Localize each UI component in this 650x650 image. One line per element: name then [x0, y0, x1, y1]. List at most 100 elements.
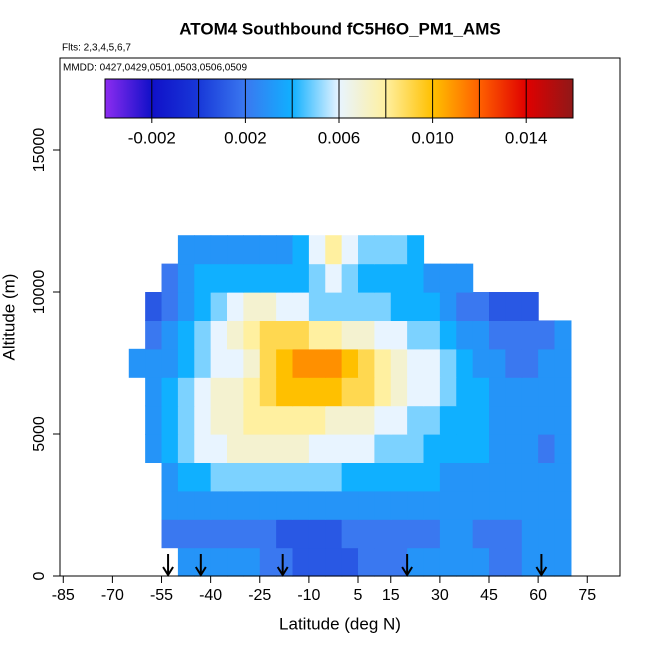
- heatmap-cell: [456, 377, 474, 407]
- heatmap-cell: [325, 320, 343, 350]
- heatmap-cell: [145, 377, 163, 407]
- heatmap-cell: [259, 490, 277, 520]
- x-tick-label: -10: [297, 587, 320, 604]
- heatmap-cell: [276, 462, 294, 492]
- heatmap-cell: [407, 235, 425, 265]
- heatmap-cell: [259, 348, 277, 378]
- heatmap-cell: [341, 263, 359, 293]
- heatmap-cell: [292, 377, 310, 407]
- heatmap-cell: [308, 434, 326, 464]
- heatmap-cell: [145, 292, 163, 322]
- heatmap-cell: [145, 320, 163, 350]
- heatmap-cell: [358, 490, 375, 520]
- heatmap-cell: [390, 490, 408, 520]
- heatmap-cell: [128, 348, 146, 378]
- heatmap-cell: [472, 519, 490, 549]
- x-tick-label: -25: [248, 587, 271, 604]
- heatmap-cell: [308, 405, 326, 435]
- heatmap-cell: [341, 320, 359, 350]
- heatmap-cell: [407, 462, 425, 492]
- heatmap-cell: [505, 292, 523, 322]
- heatmap-cell: [521, 434, 539, 464]
- heatmap-cell: [161, 490, 179, 520]
- heatmap-cell: [554, 547, 572, 577]
- heatmap-cell: [325, 462, 343, 492]
- y-tick-label: 10000: [31, 270, 48, 315]
- heatmap-cell: [554, 320, 572, 350]
- heatmap-cell: [439, 292, 457, 322]
- arrow-marker: [194, 554, 207, 577]
- heatmap-cell: [423, 292, 441, 322]
- heatmap-cell: [292, 519, 310, 549]
- heatmap-cell: [292, 348, 310, 378]
- heatmap-cell: [325, 263, 343, 293]
- heatmap-cell: [227, 377, 244, 407]
- heatmap-cell: [538, 405, 556, 435]
- arrow-marker: [401, 554, 413, 577]
- heatmap-cell: [341, 377, 359, 407]
- heatmap-cell: [276, 235, 294, 265]
- heatmap-cell: [489, 519, 506, 549]
- heatmap-cell: [259, 405, 277, 435]
- heatmap-cell: [456, 405, 474, 435]
- heatmap-cell: [325, 377, 343, 407]
- heatmap-cell: [505, 490, 523, 520]
- heatmap-cell: [243, 235, 261, 265]
- heatmap-cell: [489, 462, 506, 492]
- heatmap-cell: [505, 547, 523, 577]
- heatmap-cell: [292, 292, 310, 322]
- heatmap-cell: [243, 547, 261, 577]
- x-tick-label: 15: [382, 587, 400, 604]
- x-tick-label: -40: [199, 587, 222, 604]
- heatmap-cell: [308, 235, 326, 265]
- heatmap-cell: [259, 235, 277, 265]
- heatmap-cell: [390, 405, 408, 435]
- heatmap-cell: [292, 235, 310, 265]
- heatmap-cell: [374, 320, 392, 350]
- heatmap-cell: [358, 405, 375, 435]
- heatmap-cell: [390, 519, 408, 549]
- heatmap-cell: [489, 405, 506, 435]
- heatmap-cell: [276, 405, 294, 435]
- heatmap-cell: [472, 547, 490, 577]
- heatmap-cell: [439, 320, 457, 350]
- heatmap-cell: [423, 405, 441, 435]
- heatmap-cell: [210, 235, 228, 265]
- heatmap-cell: [489, 434, 506, 464]
- heatmap-cell: [308, 519, 326, 549]
- heatmap-cell: [358, 320, 375, 350]
- heatmap-cell: [521, 547, 539, 577]
- heatmap-cell: [538, 320, 556, 350]
- heatmap-cell: [374, 547, 392, 577]
- heatmap-cell: [521, 320, 539, 350]
- heatmap-cell: [325, 405, 343, 435]
- heatmap-cell: [472, 320, 490, 350]
- heatmap-cell: [210, 490, 228, 520]
- heatmap-cell: [538, 490, 556, 520]
- heatmap-cell: [292, 547, 310, 577]
- heatmap-cell: [439, 377, 457, 407]
- heatmap-cell: [554, 490, 572, 520]
- heatmap-cell: [194, 263, 212, 293]
- heatmap-cell: [243, 377, 261, 407]
- heatmap-cell: [472, 377, 490, 407]
- heatmap-cell: [456, 348, 474, 378]
- heatmap-cell: [292, 405, 310, 435]
- heatmap-cell: [259, 547, 277, 577]
- heatmap-cell: [423, 320, 441, 350]
- heatmap-cell: [472, 462, 490, 492]
- heatmap-cell: [145, 434, 163, 464]
- x-tick-label: -85: [52, 587, 75, 604]
- heatmap-cell: [194, 235, 212, 265]
- heatmap-cell: [456, 292, 474, 322]
- heatmap-cell: [358, 434, 375, 464]
- heatmap-cell: [341, 235, 359, 265]
- heatmap-cell: [177, 547, 195, 577]
- heatmap-cell: [161, 292, 179, 322]
- heatmap-cell: [505, 320, 523, 350]
- heatmap-cell: [308, 462, 326, 492]
- heatmap-cell: [177, 320, 195, 350]
- heatmap-cell: [554, 348, 572, 378]
- x-tick-label: 45: [480, 587, 498, 604]
